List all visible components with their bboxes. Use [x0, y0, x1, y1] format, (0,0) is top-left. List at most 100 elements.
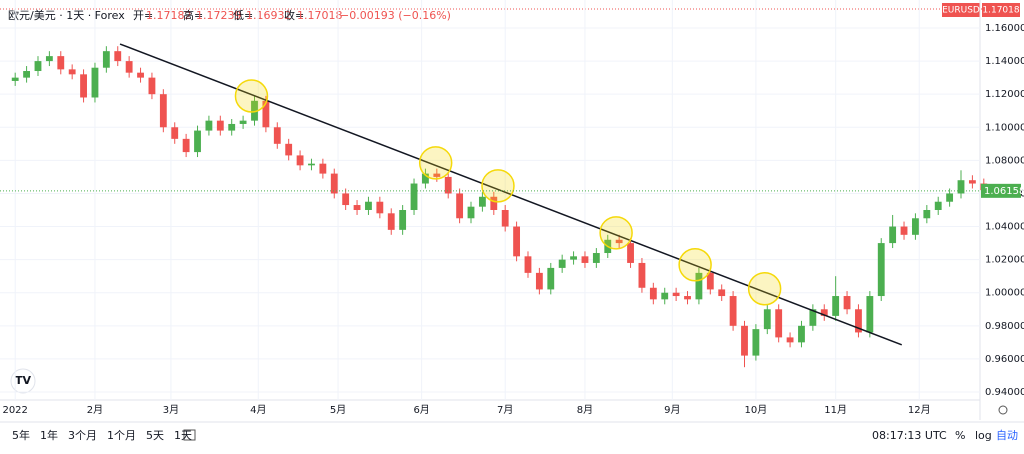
svg-text:TV: TV: [15, 374, 32, 387]
last-price-box: [981, 183, 1021, 198]
y-tick-label: 1.12000: [985, 89, 1024, 100]
range-button[interactable]: 5天: [146, 429, 164, 442]
candle-body: [342, 193, 350, 206]
candle-body: [832, 296, 840, 316]
candle-body: [57, 56, 65, 70]
candle-body: [706, 272, 714, 290]
candle-body: [649, 287, 657, 300]
range-button[interactable]: 1天: [174, 429, 192, 442]
touch-highlight: [481, 169, 515, 203]
candle-body: [387, 213, 395, 230]
ohlc-label: 收=: [284, 8, 304, 22]
candle-body: [194, 130, 201, 153]
candle-body: [410, 183, 418, 210]
candle-body: [399, 210, 407, 230]
candle-body: [456, 193, 464, 219]
candle-body: [718, 289, 726, 297]
x-tick-label: 5月: [330, 404, 346, 416]
candle-body: [866, 296, 874, 333]
candle-body: [855, 309, 862, 333]
candle-body: [125, 61, 133, 73]
candle-body: [843, 296, 851, 310]
candle-body: [558, 259, 566, 268]
x-tick-label: 8月: [577, 404, 593, 416]
x-tick-label: 9月: [664, 404, 680, 416]
change: −0.00193 (−0.16%): [340, 9, 451, 22]
y-tick-label: 1.02000: [985, 255, 1024, 266]
range-button[interactable]: 1年: [40, 428, 58, 442]
ohlc-value: 1.16932: [246, 9, 292, 22]
candle-body: [820, 309, 828, 316]
candle-body: [239, 120, 247, 124]
tv-logo: TV: [10, 368, 36, 394]
candle-body: [809, 309, 817, 326]
settings-icon[interactable]: [998, 405, 1008, 415]
range-button[interactable]: 1个月: [107, 429, 136, 442]
y-tick-label: 1.16000: [985, 23, 1024, 34]
candle-body: [228, 123, 236, 131]
x-tick-label: 4月: [250, 404, 266, 416]
candle-body: [273, 127, 281, 144]
log-toggle[interactable]: log: [975, 429, 992, 442]
candle-body: [91, 67, 99, 98]
ticker-box: [942, 3, 980, 17]
candle-body: [444, 176, 452, 194]
percent-toggle[interactable]: %: [955, 429, 965, 442]
candle-body: [216, 120, 224, 131]
candle-body: [34, 61, 42, 72]
candle-body: [308, 163, 315, 166]
range-button[interactable]: 5年: [12, 428, 30, 442]
candle-body: [570, 256, 577, 260]
candle-body: [877, 243, 885, 297]
candle-body: [934, 201, 942, 210]
candle-body: [376, 201, 384, 214]
candle-body: [798, 325, 805, 343]
candle-body: [159, 94, 167, 128]
ohlc-label: 开=: [133, 9, 153, 22]
y-tick-label: 1.10000: [985, 122, 1024, 133]
x-tick-label: 3月: [163, 404, 179, 416]
candle-body: [889, 226, 897, 244]
candle-body: [672, 292, 680, 297]
candle-body: [968, 180, 976, 184]
candle-body: [433, 173, 441, 177]
candle-body: [296, 155, 304, 166]
candle-body: [353, 205, 361, 210]
candle-body: [501, 210, 509, 227]
touch-highlight: [418, 146, 453, 180]
calendar-icon[interactable]: [183, 429, 196, 441]
candle-body: [627, 243, 634, 263]
x-tick-label: 2月: [87, 404, 103, 416]
candle-body: [535, 272, 543, 290]
touch-highlight: [678, 248, 712, 282]
candle-body: [513, 226, 521, 257]
y-tick-label: 0.96000: [985, 354, 1024, 365]
candle-body: [148, 77, 156, 95]
x-tick-label: 11月: [824, 404, 847, 416]
ticker: EURUSD: [942, 6, 980, 16]
candle-body: [11, 77, 19, 81]
candle-body: [615, 239, 623, 244]
candle-body: [912, 218, 919, 235]
candle-body: [102, 51, 110, 68]
candle-body: [661, 292, 669, 300]
touch-highlight: [747, 272, 782, 306]
ticker-price: 1.17018: [982, 6, 1019, 16]
x-tick-label: 12月: [908, 404, 931, 416]
candle-body: [319, 163, 327, 174]
candle-body: [285, 143, 293, 156]
ohlc-value: 1.17018: [297, 9, 343, 22]
candle-body: [251, 100, 258, 121]
candle-body: [752, 329, 760, 356]
candle-body: [638, 262, 646, 288]
ohlc-label: 高=: [183, 8, 203, 22]
candle-body: [524, 256, 532, 273]
auto-toggle[interactable]: 自动: [996, 429, 1018, 442]
candle-body: [45, 56, 53, 62]
last-price-label: 1.06158: [984, 186, 1024, 197]
range-button[interactable]: 3个月: [68, 429, 97, 442]
candle-body: [68, 69, 76, 75]
candle-body: [205, 120, 213, 131]
y-tick-label: 0.98000: [985, 321, 1024, 332]
